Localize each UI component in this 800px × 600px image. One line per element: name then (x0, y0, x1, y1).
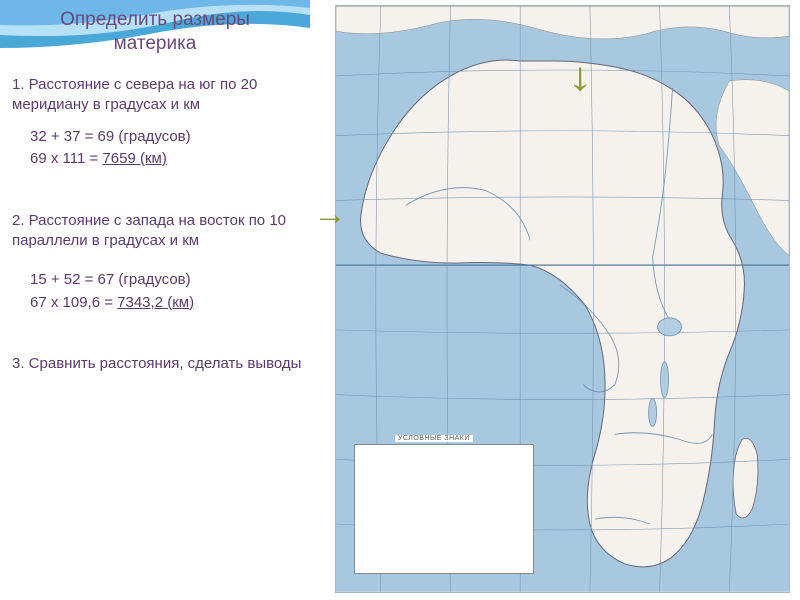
africa-map: УСЛОВНЫЕ ЗНАКИ (335, 5, 790, 593)
calc-line: 67 х 109,6 = (30, 294, 117, 311)
calc-line: 15 + 52 = 67 (градусов) (30, 271, 191, 288)
calc-line: 69 х 111 = (30, 150, 102, 167)
map-legend-box: УСЛОВНЫЕ ЗНАКИ (354, 444, 534, 574)
left-column: 1. Расстояние с севера на юг по 20 мерид… (12, 75, 312, 384)
map-legend-label: УСЛОВНЫЕ ЗНАКИ (395, 435, 473, 442)
calc-result: 7659 (км) (102, 150, 166, 167)
task-1-calc: 32 + 37 = 69 (градусов) 69 х 111 = 7659 … (30, 126, 312, 171)
calc-result: 7343,2 (км) (117, 294, 194, 311)
task-2-calc: 15 + 52 = 67 (градусов) 67 х 109,6 = 734… (30, 269, 312, 314)
arrow-right-icon: → (313, 195, 347, 234)
page-title: Определить размеры материка (20, 8, 290, 56)
task-1-text: 1. Расстояние с севера на юг по 20 мерид… (12, 75, 312, 116)
task-3-text: 3. Сравнить расстояния, сделать выводы (12, 354, 312, 374)
calc-line: 32 + 37 = 69 (градусов) (30, 128, 191, 145)
task-2-text: 2. Расстояние с запада на восток по 10 п… (12, 211, 312, 252)
arrow-down-icon: ↓ (567, 55, 593, 100)
